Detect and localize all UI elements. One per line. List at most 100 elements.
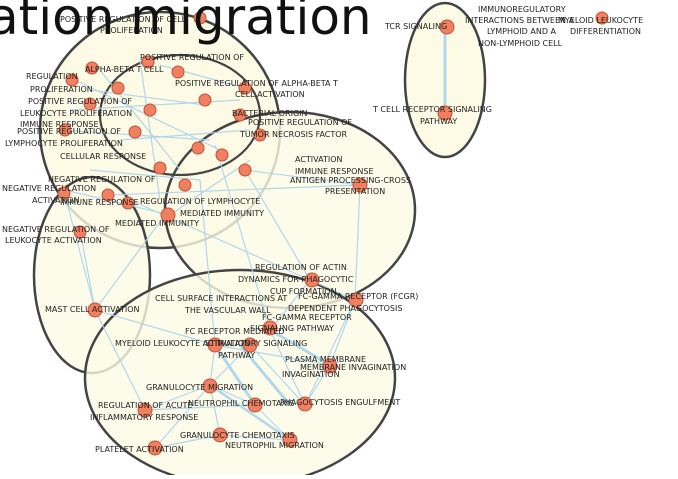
node-labels: POSITIVE REGULATION OF CELL PROLIFERATIO…: [2, 5, 643, 454]
node-label: CELL SURFACE INTERACTIONS AT: [155, 294, 287, 303]
node: [437, 105, 453, 121]
node-label: MAST CELL ACTIVATION: [45, 305, 140, 314]
node-label: POSITIVE REGULATION OF ALPHA-BETA T: [175, 79, 338, 88]
edge: [209, 383, 291, 442]
node-label: NEUTROPHIL CHEMOTAXIS: [188, 399, 294, 408]
edge: [169, 159, 251, 216]
node-label: PATHWAY: [218, 351, 255, 360]
nodes: [57, 11, 609, 456]
node-label: POSITIVE REGULATION OF: [248, 118, 352, 127]
node: [304, 272, 320, 288]
node-label: ACTIVATION: [295, 155, 343, 164]
edge: [304, 299, 356, 406]
edge: [144, 384, 211, 411]
node: [83, 97, 97, 111]
node-label: NEGATIVE REGULATION OF: [48, 175, 156, 184]
node-label: MEDIATED IMMUNITY: [115, 219, 199, 228]
edge: [154, 384, 211, 449]
node: [233, 108, 247, 122]
node-label: POSITIVE REGULATION OF: [28, 97, 132, 106]
edge: [69, 99, 241, 111]
node: [215, 148, 229, 162]
node-label: STIMULATORY SIGNALING: [205, 339, 307, 348]
node-label: MEDIATED IMMUNITY: [180, 209, 264, 218]
node-label: GRANULOCYTE CHEMOTAXIS: [180, 431, 295, 440]
node-label: MYELOID LEUKOCYTE ACTIVATION: [115, 339, 250, 348]
node: [137, 402, 153, 418]
node-label: INTERACTIONS BETWEEN A: [465, 16, 575, 25]
edge: [214, 344, 331, 366]
node-label: POSITIVE REGULATION OF CELL: [60, 15, 187, 24]
edge: [219, 434, 291, 441]
node-label: NEGATIVE REGULATION OF: [2, 225, 110, 234]
node-label: TCR SIGNALING: [384, 22, 447, 31]
node-label: IMMUNE RESPONSE: [60, 198, 139, 207]
node-label: BACTERIAL ORIGIN: [232, 109, 308, 118]
node-label: NEGATIVE REGULATION: [2, 184, 96, 193]
node: [352, 177, 368, 193]
node: [121, 196, 135, 210]
edge: [94, 309, 216, 346]
node: [198, 93, 212, 107]
node-label: IMMUNE RESPONSE: [295, 167, 374, 176]
node: [242, 337, 258, 353]
node-label: REGULATION OF ACTIN: [255, 263, 347, 272]
node-label: LYMPHOCYTE PROLIFERATION: [5, 139, 123, 148]
node-label: MEMBRANE INVAGINATION: [300, 363, 406, 372]
node-label: INVAGINATION: [282, 370, 340, 379]
node: [128, 125, 142, 139]
node-label: REGULATION OF ACUTE: [98, 401, 192, 410]
edge: [144, 404, 256, 411]
edge: [213, 344, 257, 406]
node: [147, 440, 163, 456]
node-label: PHAGOCYTOSIS ENGULFMENT: [280, 398, 400, 407]
node-label: PLATELET ACTIVATION: [95, 445, 184, 454]
node-label: SIGNALING PATHWAY: [250, 324, 334, 333]
cluster-ellipse-bottom: [83, 268, 397, 479]
node: [65, 73, 79, 87]
node: [439, 19, 455, 35]
node-label: POSITIVE REGULATION OF: [17, 127, 121, 136]
node-label: CELL ACTIVATION: [235, 90, 305, 99]
edge: [238, 344, 292, 406]
node-label: POSITIVE REGULATION OF: [140, 53, 244, 62]
node: [101, 188, 115, 202]
edge: [89, 89, 206, 106]
edge: [139, 59, 161, 201]
node-label: THE VASCULAR WALL: [184, 306, 271, 315]
node-label: REGULATION OF LYMPHOCYTE: [140, 197, 260, 206]
node-label: CELLULAR RESPONSE: [60, 152, 146, 161]
node: [141, 55, 155, 69]
edge: [94, 309, 146, 411]
diagram-title: ation migration: [0, 0, 372, 46]
edge: [154, 434, 221, 449]
node: [207, 337, 223, 353]
node: [111, 81, 125, 95]
node-label: ANTIGEN PROCESSING-CROSS: [290, 176, 411, 185]
node: [262, 320, 278, 336]
edge: [119, 129, 251, 141]
node: [85, 61, 99, 75]
edge: [79, 229, 96, 311]
edge: [269, 279, 311, 331]
node-label: LYMPHOID AND A: [487, 27, 557, 36]
node-label: DIFFERENTIATION: [570, 27, 641, 36]
node-label: REGULATION: [26, 72, 78, 81]
node: [238, 81, 252, 95]
edge: [129, 199, 311, 281]
node: [58, 123, 72, 137]
node-label: TUMOR NECROSIS FACTOR: [239, 130, 348, 139]
node: [193, 11, 207, 25]
node-label: PROLIFERATION: [30, 85, 93, 94]
cluster-ellipse-inner-top: [98, 53, 262, 177]
node-label: GRANULOCYTE MIGRATION: [146, 383, 253, 392]
edge: [254, 404, 291, 441]
node-label: T CELL RECEPTOR SIGNALING: [372, 105, 492, 114]
node-label: INFLAMMATORY RESPONSE: [90, 413, 198, 422]
node-label: PLASMA MEMBRANE: [285, 355, 366, 364]
node: [57, 186, 71, 200]
node-label: NON-LYMPHOID CELL: [478, 39, 563, 48]
edge: [209, 384, 221, 436]
node: [178, 178, 192, 192]
